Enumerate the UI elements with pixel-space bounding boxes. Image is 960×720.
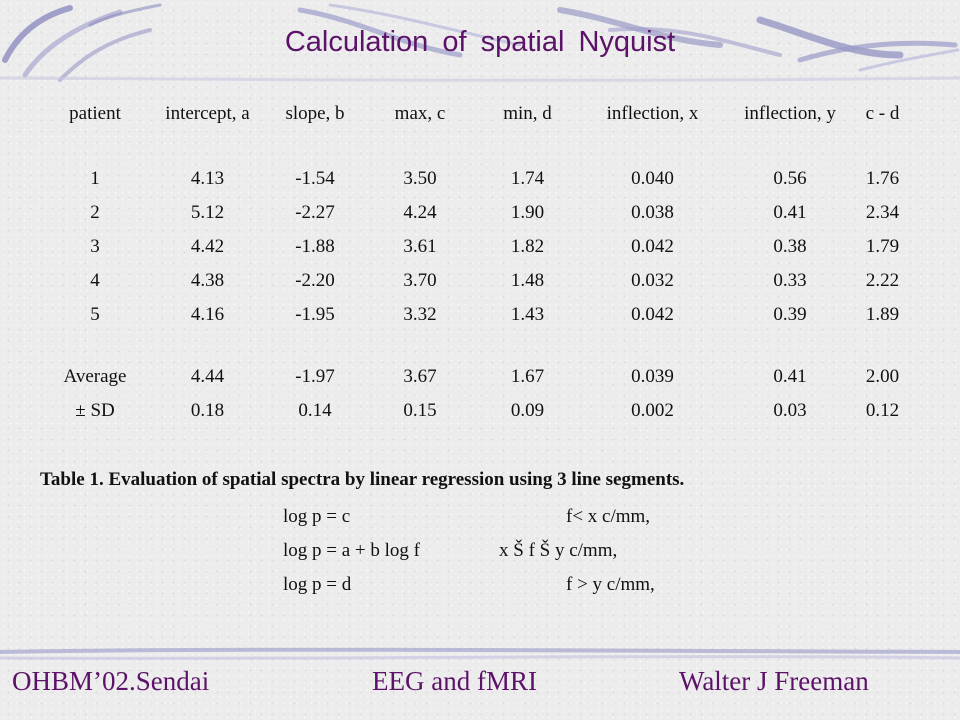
table-row: 1 4.13 -1.54 3.50 1.74 0.040 0.56 1.76: [40, 162, 910, 196]
table-cell: -2.20: [295, 270, 335, 291]
table-spacer: [40, 332, 910, 360]
table-cell: 1.89: [865, 304, 900, 325]
table-cell: 0.038: [631, 202, 674, 223]
table-cell: 0.002: [631, 400, 674, 421]
formula-equation: log p = c: [283, 506, 351, 527]
table-cell: 4: [90, 270, 100, 291]
table-cell: 0.41: [773, 202, 807, 223]
table-cell: 0.042: [631, 304, 674, 325]
table-cell: 3.70: [403, 270, 437, 291]
formula-condition: f > y c/mm,: [566, 574, 655, 595]
footer-conference: OHBM’02.Sendai: [12, 666, 210, 696]
table-cell: -1.88: [295, 236, 335, 257]
table-cell: 0.09: [510, 400, 545, 421]
table-row: 3 4.42 -1.88 3.61 1.82 0.042 0.38 1.79: [40, 230, 910, 264]
table-cell: ± SD: [75, 400, 115, 421]
header-swoosh-decoration: [0, 3, 960, 82]
table-cell: 0.41: [773, 366, 807, 387]
table-cell: 0.03: [773, 400, 807, 421]
parameters-table: patient intercept, a slope, b max, c min…: [40, 94, 910, 428]
table-cell: 0.33: [773, 270, 807, 291]
table-cell: 1.48: [510, 270, 545, 291]
slide-title: Calculation of spatial Nyquist: [284, 26, 676, 58]
table-cell: 4.42: [190, 236, 225, 257]
formula-condition: x Š f Š y c/mm,: [499, 540, 618, 561]
table-cell: 1.82: [510, 236, 545, 257]
column-header: min, d: [503, 103, 552, 124]
table-cell: 0.040: [631, 168, 674, 189]
table-row: 2 5.12 -2.27 4.24 1.90 0.038 0.41 2.34: [40, 196, 910, 230]
table-cell: 0.39: [773, 304, 807, 325]
table-caption: Table 1. Evaluation of spatial spectra b…: [40, 469, 685, 490]
formula-equation: log p = a + b log f: [283, 540, 420, 561]
table-cell: -2.27: [295, 202, 335, 223]
table-cell: -1.97: [295, 366, 335, 387]
table-cell: 1.74: [510, 168, 545, 189]
table-cell: 2: [90, 202, 100, 223]
table-cell: 4.44: [190, 366, 225, 387]
table-cell: 0.56: [773, 168, 807, 189]
table-cell: -1.54: [295, 168, 335, 189]
table-cell: 2.22: [865, 270, 900, 291]
table-cell: 1.67: [510, 366, 545, 387]
table-cell: 1.90: [510, 202, 545, 223]
table-cell: 1.43: [510, 304, 545, 325]
table-cell: 0.14: [298, 400, 332, 421]
table-cell: 1.79: [865, 236, 900, 257]
column-header: c - d: [865, 103, 900, 124]
table-cell: 5.12: [190, 202, 225, 223]
footer-author: Walter J Freeman: [679, 666, 869, 696]
table-summary-row: Average 4.44 -1.97 3.67 1.67 0.039 0.41 …: [40, 360, 910, 394]
table-cell: 2.34: [865, 202, 900, 223]
table-header-row: patient intercept, a slope, b max, c min…: [40, 94, 910, 134]
formula-equation: log p = d: [283, 574, 352, 595]
table-cell: 0.12: [865, 400, 900, 421]
formula-condition: f< x c/mm,: [566, 506, 651, 527]
table-cell: 0.042: [631, 236, 674, 257]
column-header: intercept, a: [165, 103, 250, 124]
table-cell: 3.67: [403, 366, 437, 387]
table-cell: 1: [90, 168, 100, 189]
column-header: slope, b: [285, 103, 345, 124]
column-header: inflection, y: [744, 103, 836, 124]
table-cell: 1.76: [865, 168, 900, 189]
footer-topic: EEG and fMRI: [372, 666, 537, 696]
table-cell: 4.13: [190, 168, 225, 189]
column-header: max, c: [394, 103, 446, 124]
table-summary-row: ± SD 0.18 0.14 0.15 0.09 0.002 0.03 0.12: [40, 394, 910, 428]
table-row: 5 4.16 -1.95 3.32 1.43 0.042 0.39 1.89: [40, 298, 910, 332]
table-cell: -1.95: [295, 304, 335, 325]
table-cell: 3.32: [403, 304, 437, 325]
table-cell: 0.032: [631, 270, 674, 291]
table-cell: 2.00: [865, 366, 900, 387]
table-cell: 0.18: [190, 400, 225, 421]
table-cell: Average: [63, 366, 127, 387]
table-cell: 3.61: [403, 236, 437, 257]
table-cell: 0.38: [773, 236, 807, 257]
table-spacer: [40, 134, 910, 162]
table-cell: 4.38: [190, 270, 225, 291]
table-cell: 4.24: [403, 202, 437, 223]
table-cell: 5: [90, 304, 100, 325]
column-header: patient: [69, 103, 121, 124]
table-cell: 4.16: [190, 304, 225, 325]
column-header: inflection, x: [606, 103, 699, 124]
table-cell: 3: [90, 236, 100, 257]
table-row: 4 4.38 -2.20 3.70 1.48 0.032 0.33 2.22: [40, 264, 910, 298]
table-cell: 0.15: [403, 400, 437, 421]
table-cell: 3.50: [403, 168, 437, 189]
table-cell: 0.039: [631, 366, 674, 387]
